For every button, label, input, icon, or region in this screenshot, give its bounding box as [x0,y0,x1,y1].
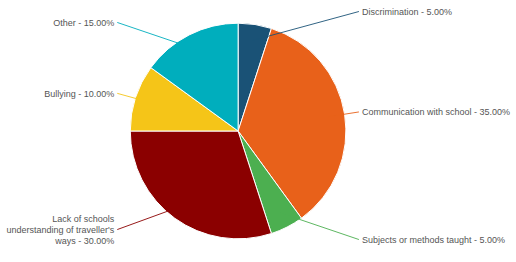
chart: Discrimination - 5.00% Communication with… [0,0,516,262]
slice-label: Lack of schoolsunderstanding of travelle… [6,214,114,246]
slice-label: Discrimination - 5.00% [362,7,452,17]
slice-label: Other - 15.00% [53,18,114,28]
leader-lines [117,12,359,240]
leader-line [252,12,358,41]
slice-label: Subjects or methods taught - 5.00% [362,235,505,245]
slice [130,131,271,239]
leader-line [117,93,151,102]
leader-line [329,112,359,117]
leader-line [280,213,359,240]
slice-label: Communication with school - 35.00% [362,107,510,117]
leader-line [117,205,184,229]
slice [151,23,238,131]
slice-label: Bullying - 10.00% [44,89,114,99]
slices [130,23,346,239]
labels: Discrimination - 5.00% Communication with… [6,7,510,246]
leader-line [117,22,196,49]
